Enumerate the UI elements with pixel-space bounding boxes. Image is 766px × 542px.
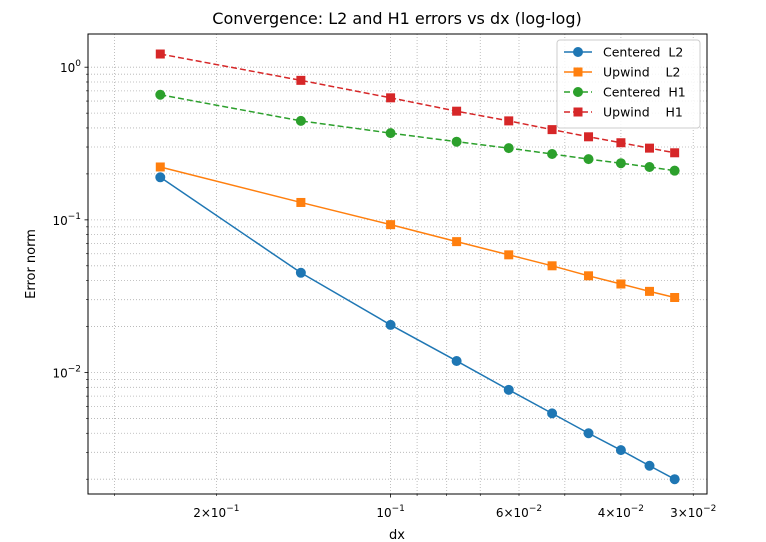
data-point bbox=[155, 49, 165, 59]
tick-label-base: 4×10 bbox=[598, 506, 631, 520]
series-line bbox=[159, 176, 676, 480]
data-point bbox=[503, 143, 514, 154]
data-point bbox=[670, 148, 680, 158]
data-point bbox=[386, 220, 396, 230]
data-point bbox=[385, 128, 396, 139]
series-layer bbox=[155, 49, 680, 485]
legend: Centered L2 Upwind L2 Centered H1 Upwind H1 bbox=[556, 39, 701, 129]
y-axis-label: Error norm bbox=[24, 229, 39, 299]
series-line bbox=[160, 166, 675, 299]
x-tick-label: 10−1 bbox=[376, 504, 405, 520]
tick-label-exponent: 0 bbox=[75, 59, 81, 69]
series-group bbox=[155, 49, 680, 158]
tick-label-exponent: −1 bbox=[392, 504, 405, 514]
legend-box bbox=[556, 39, 701, 129]
data-point bbox=[504, 250, 514, 260]
legend-label: Centered L2 bbox=[603, 45, 683, 60]
data-point bbox=[296, 75, 306, 85]
legend-marker bbox=[573, 87, 583, 97]
data-point bbox=[386, 93, 396, 103]
data-point bbox=[584, 271, 594, 281]
data-point bbox=[547, 149, 558, 160]
y-tick-label: 10−2 bbox=[52, 365, 81, 381]
tick-label-base: 2×10 bbox=[193, 506, 226, 520]
data-point bbox=[644, 143, 654, 153]
data-point bbox=[583, 154, 594, 165]
data-point bbox=[385, 319, 396, 330]
y-tick-label: 10−1 bbox=[52, 212, 81, 228]
data-point bbox=[451, 136, 462, 147]
legend-marker bbox=[573, 107, 583, 117]
tick-label-base: 3×10 bbox=[670, 506, 703, 520]
x-tick-label: 3×10−2 bbox=[670, 504, 716, 520]
data-point bbox=[584, 132, 594, 142]
data-point bbox=[503, 384, 514, 395]
tick-label-exponent: −1 bbox=[226, 504, 239, 514]
legend-marker bbox=[573, 67, 583, 77]
data-point bbox=[452, 106, 462, 116]
data-point bbox=[583, 428, 594, 439]
tick-label-base: 10 bbox=[60, 61, 75, 75]
data-point bbox=[295, 267, 306, 278]
data-point bbox=[155, 172, 166, 183]
x-axis-label: dx bbox=[389, 528, 405, 542]
data-point bbox=[547, 408, 558, 419]
series-group bbox=[155, 162, 680, 302]
data-point bbox=[504, 116, 514, 126]
data-point bbox=[644, 161, 655, 172]
plot-frame bbox=[87, 33, 708, 495]
tick-label-exponent: −2 bbox=[703, 504, 716, 514]
data-point bbox=[295, 115, 306, 126]
legend-label: Centered H1 bbox=[603, 85, 686, 100]
data-point bbox=[615, 158, 626, 169]
data-point bbox=[616, 279, 626, 289]
data-point bbox=[616, 138, 626, 148]
x-tick-label: 6×10−2 bbox=[496, 504, 542, 520]
data-point bbox=[644, 286, 654, 296]
tick-label-exponent: −2 bbox=[68, 365, 81, 375]
series-group bbox=[155, 172, 680, 485]
tick-label-base: 10 bbox=[376, 506, 391, 520]
data-point bbox=[644, 460, 655, 471]
x-tick-label: 2×10−1 bbox=[193, 504, 239, 520]
x-tick-label: 4×10−2 bbox=[598, 504, 644, 520]
tick-label-exponent: −2 bbox=[529, 504, 542, 514]
data-point bbox=[547, 125, 557, 135]
legend-label: Upwind H1 bbox=[603, 105, 683, 120]
series-group bbox=[155, 89, 680, 176]
tick-label-exponent: −1 bbox=[68, 212, 81, 222]
data-point bbox=[296, 197, 306, 207]
data-point bbox=[155, 162, 165, 172]
tick-label-base: 10 bbox=[52, 214, 67, 228]
data-point bbox=[615, 445, 626, 456]
tick-label-exponent: −2 bbox=[631, 504, 644, 514]
data-point bbox=[155, 89, 166, 100]
y-tick-label: 100 bbox=[60, 59, 81, 75]
chart-title: Convergence: L2 and H1 errors vs dx (log… bbox=[212, 9, 581, 28]
series-line bbox=[160, 94, 675, 172]
legend-label: Upwind L2 bbox=[603, 65, 680, 80]
legend-marker bbox=[573, 47, 583, 57]
data-point bbox=[669, 474, 680, 485]
data-point bbox=[452, 237, 462, 247]
data-point bbox=[669, 165, 680, 176]
data-point bbox=[547, 261, 557, 271]
tick-label-base: 6×10 bbox=[496, 506, 529, 520]
tick-label-base: 10 bbox=[52, 367, 67, 381]
data-point bbox=[670, 292, 680, 302]
data-point bbox=[451, 355, 462, 366]
